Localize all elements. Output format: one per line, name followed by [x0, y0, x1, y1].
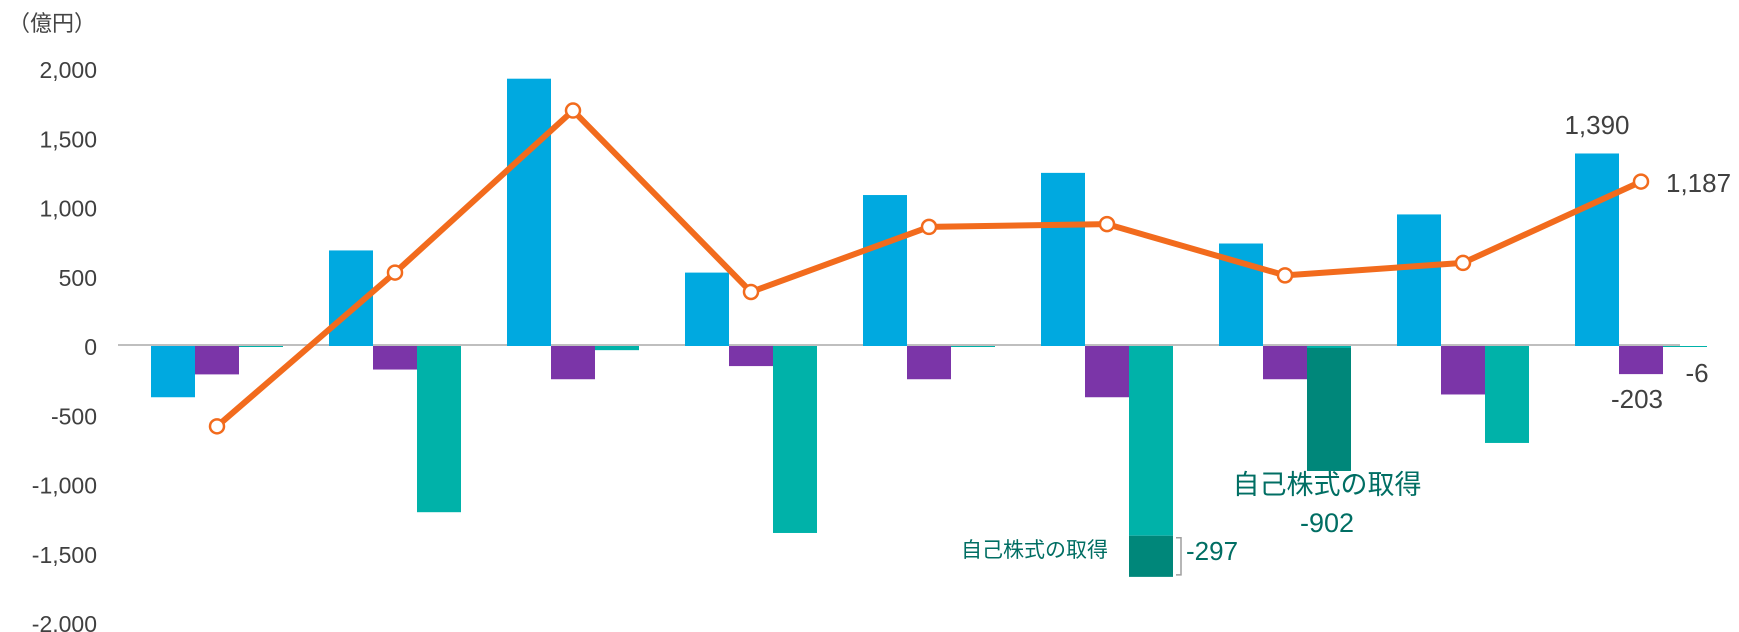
line-marker: [1454, 254, 1472, 272]
bar-blue: [863, 195, 907, 346]
buyback-bracket: [1176, 536, 1182, 576]
bar-blue: [1041, 172, 1085, 346]
bar-teal: [239, 346, 283, 347]
bar-blue: [1575, 153, 1619, 346]
y-tick-label: 1,500: [39, 126, 97, 152]
bar-teal: [595, 346, 639, 351]
bar-purple: [1441, 346, 1485, 395]
line-marker: [1098, 215, 1116, 233]
y-tick-label: 1,000: [39, 196, 97, 222]
y-tick-label: 2,000: [39, 57, 97, 83]
y-tick-label: -500: [51, 403, 97, 429]
bar-purple: [1263, 346, 1307, 380]
bar-blue: [151, 346, 195, 398]
y-tick-label: 500: [59, 265, 97, 291]
buyback-annotations: [1129, 348, 1351, 577]
line-series: [208, 102, 1650, 435]
bar-purple: [551, 346, 595, 380]
y-axis-ticks: 2,000 1,500 1,000 500 0 -500 -1,000 -1,500 -2,00…: [32, 57, 97, 632]
annotation-buyback-a-value: -297: [1186, 536, 1238, 566]
line-marker: [208, 418, 226, 435]
bar-series: [151, 78, 1707, 536]
bar-purple: [907, 346, 951, 380]
bar-blue: [685, 272, 729, 346]
data-labels: 1,390 1,187 -203 -6 自己株式の取得 -902 自己株式の取得…: [961, 110, 1731, 566]
data-label-last-teal-bar: -6: [1685, 358, 1708, 388]
bar-purple: [195, 346, 239, 375]
bar-teal: [951, 346, 995, 347]
line-marker: [920, 218, 938, 236]
y-axis-unit-label: （億円）: [8, 11, 96, 36]
y-tick-label: -2,000: [32, 611, 97, 632]
bar-purple: [1085, 346, 1129, 398]
annotation-buyback-b-label: 自己株式の取得: [1233, 470, 1422, 500]
annotation-buyback-a-label: 自己株式の取得: [961, 539, 1108, 562]
bar-purple: [373, 346, 417, 370]
data-label-last-blue-bar: 1,390: [1564, 110, 1629, 140]
line-marker: [742, 283, 760, 301]
y-tick-label: -1,500: [32, 542, 97, 568]
line-marker: [386, 264, 404, 281]
y-tick-label: -1,000: [32, 473, 97, 499]
buyback-bar-b: [1307, 348, 1351, 471]
line-marker: [1276, 267, 1294, 284]
data-label-last-purple-bar: -203: [1611, 384, 1663, 414]
bar-teal: [1485, 346, 1529, 443]
bar-blue: [507, 78, 551, 346]
bar-teal: [417, 346, 461, 513]
line-marker: [1632, 173, 1650, 190]
bar-teal: [1129, 346, 1173, 536]
bar-blue: [1397, 214, 1441, 346]
buyback-segment-a: [1129, 535, 1173, 577]
annotation-buyback-b-value: -902: [1300, 508, 1354, 538]
bar-teal: [1663, 346, 1707, 347]
y-tick-label: 0: [84, 334, 97, 360]
bar-purple: [729, 346, 773, 367]
bar-purple: [1619, 346, 1663, 375]
data-label-last-line-point: 1,187: [1666, 168, 1731, 198]
bar-teal: [773, 346, 817, 533]
line-marker: [564, 102, 582, 119]
